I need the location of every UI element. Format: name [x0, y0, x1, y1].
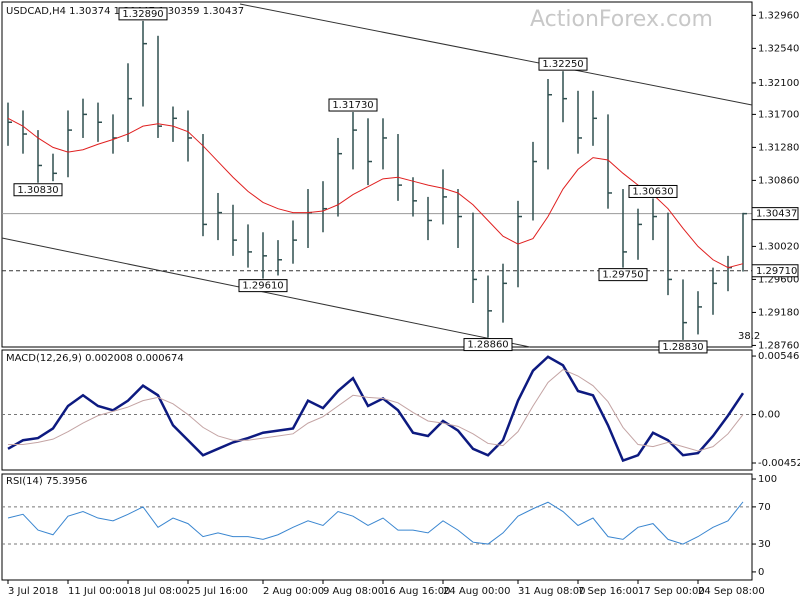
x-tick-label: 16 Aug 16:00: [383, 586, 450, 597]
x-tick-label: 25 Jul 16:00: [188, 586, 248, 597]
price-label-box: [598, 268, 648, 282]
price-label-box: [628, 184, 678, 198]
price-label: 1.29610: [242, 281, 283, 292]
y-tick-label: 100: [758, 474, 777, 485]
macd-title: MACD(12,26,9) 0.002008 0.000674: [6, 353, 184, 364]
price-label: 1.31730: [332, 100, 373, 111]
y-tick-label: 1.29600: [758, 274, 799, 285]
y-tick-label: 1.28760: [758, 340, 799, 351]
channel-upper: [239, 3, 753, 106]
price-label: 1.28830: [662, 342, 703, 353]
price-label: 1.29750: [602, 270, 643, 281]
last-price-label: 1.30437: [756, 209, 797, 220]
price-label: 1.28860: [467, 340, 508, 351]
y-tick-label: 1.31700: [758, 109, 799, 120]
macd-frame: [1, 349, 753, 471]
x-tick-label: 3 Jul 2018: [8, 586, 58, 597]
indicator-line: [7, 501, 744, 545]
y-tick-label: 30: [758, 539, 771, 550]
y-tick-label: 1.30860: [758, 175, 799, 186]
x-tick-label: 17 Sep 00:00: [638, 586, 705, 597]
price-label: 1.32250: [542, 59, 583, 70]
indicator-line: [7, 355, 745, 463]
y-tick-label: 1.29180: [758, 307, 799, 318]
price-label: 1.30830: [17, 185, 58, 196]
price-label-box: [13, 183, 63, 197]
price-label-box: [538, 57, 588, 71]
y-tick-label: 0: [758, 567, 764, 578]
y-tick-label: 1.32100: [758, 78, 799, 89]
price-label-box: [463, 338, 513, 352]
channel-lower: [1, 237, 531, 348]
rsi-title: RSI(14) 75.3956: [6, 476, 87, 487]
price-label-box: [328, 98, 378, 112]
x-tick-label: 9 Aug 08:00: [323, 586, 384, 597]
last-price-box: [751, 207, 799, 221]
rsi-frame: [1, 473, 753, 581]
x-tick-label: 7 Sep 16:00: [578, 586, 638, 597]
y-tick-label: 1.30020: [758, 241, 799, 252]
x-tick-label: 31 Aug 08:00: [518, 586, 585, 597]
x-tick-label: 11 Jul 00:00: [68, 586, 128, 597]
x-tick-label: 18 Jul 08:00: [128, 586, 188, 597]
y-tick-label: 0.00: [758, 410, 780, 421]
price-label: 1.32890: [122, 9, 163, 20]
y-tick-label: 70: [758, 502, 771, 513]
x-tick-label: 2 Aug 00:00: [263, 586, 324, 597]
level-box: [751, 264, 799, 278]
price-label-box: [118, 7, 168, 21]
level-label: 1.29710: [756, 266, 797, 277]
y-tick-label: 1.31280: [758, 142, 799, 153]
price-label-box: [658, 340, 708, 354]
price-label: 1.30630: [632, 186, 673, 197]
watermark: ActionForex.com: [530, 7, 713, 32]
indicator-line: [8, 369, 744, 452]
price-frame: [1, 1, 753, 348]
moving-average: [7, 117, 744, 269]
y-tick-label: 0.005465: [758, 351, 800, 362]
fib-note: 38.2: [738, 331, 760, 342]
y-tick-label: 1.32960: [758, 10, 799, 21]
y-tick-label: -0.004527: [758, 458, 800, 469]
x-tick-label: 24 Sep 08:00: [698, 586, 765, 597]
y-tick-label: 1.32540: [758, 43, 799, 54]
price-label-box: [238, 279, 288, 293]
x-tick-label: 24 Aug 00:00: [443, 586, 510, 597]
